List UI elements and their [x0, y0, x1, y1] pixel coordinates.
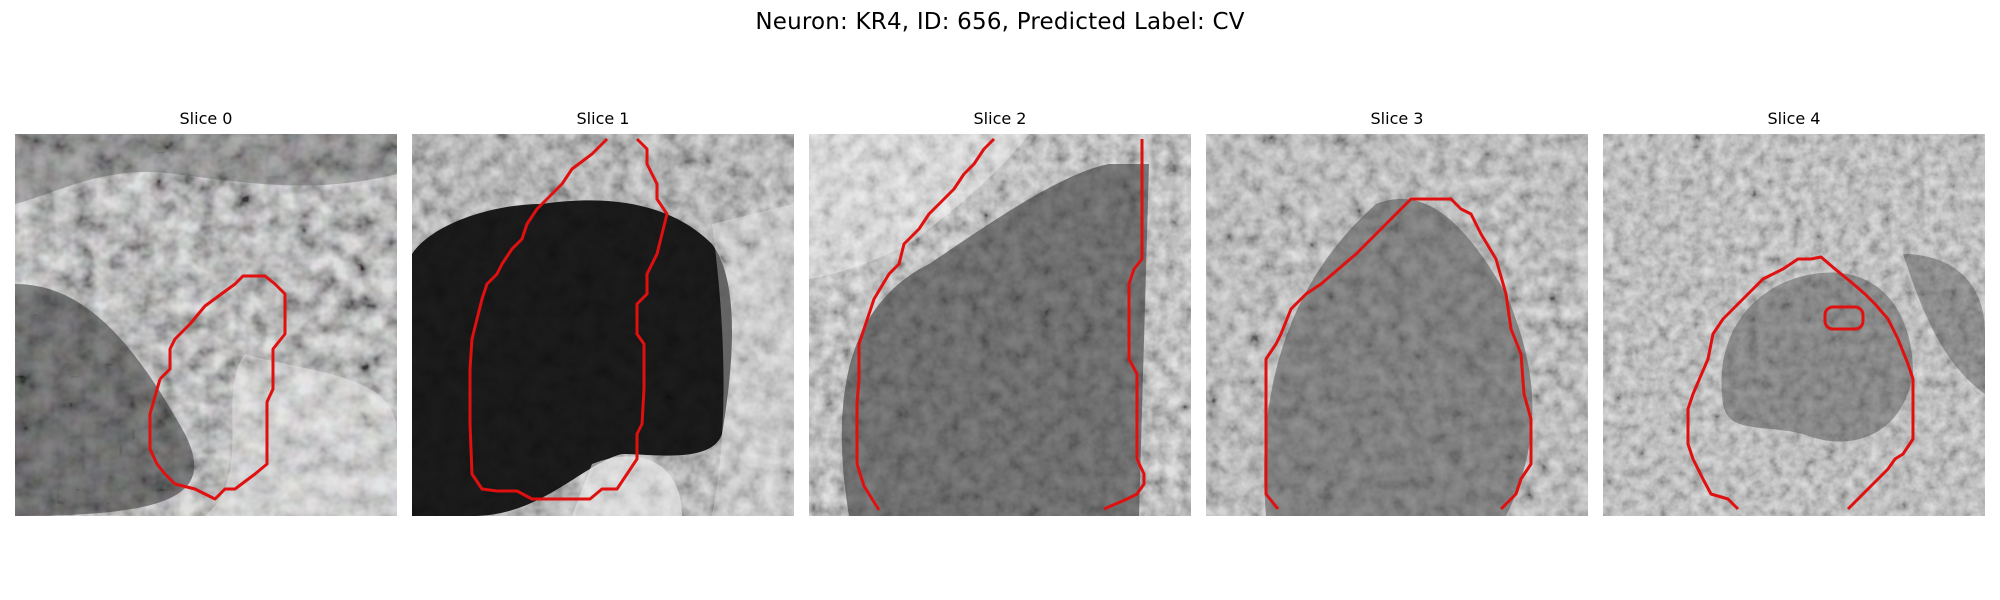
- slice-title: Slice 3: [1370, 109, 1424, 128]
- slice-panel-3: Slice 3: [1206, 108, 1588, 518]
- slice-panel-0: Slice 0: [15, 108, 397, 518]
- cell-contour: [468, 137, 669, 501]
- slice-title: Slice 4: [1767, 109, 1821, 128]
- slice-image: [1206, 134, 1588, 516]
- cell-contour-left: [855, 137, 996, 511]
- slice-image: [412, 134, 794, 516]
- cell-contour-right: [1103, 139, 1146, 511]
- slice-panel-4: Slice 4: [1603, 108, 1985, 518]
- cell-contour: [1686, 255, 1915, 511]
- slice-title: Slice 0: [179, 109, 233, 128]
- inner-contour: [1823, 305, 1865, 331]
- slice-panel-2: Slice 2: [809, 108, 1191, 518]
- slice-image: [809, 134, 1191, 516]
- slice-panel-1: Slice 1: [412, 108, 794, 518]
- cell-contour: [148, 274, 287, 501]
- slice-image: [1603, 134, 1985, 516]
- slice-image: [15, 134, 397, 516]
- cell-contour: [1264, 197, 1533, 511]
- slice-title: Slice 1: [576, 109, 630, 128]
- figure-title: Neuron: KR4, ID: 656, Predicted Label: C…: [755, 9, 1245, 35]
- slice-title: Slice 2: [973, 109, 1027, 128]
